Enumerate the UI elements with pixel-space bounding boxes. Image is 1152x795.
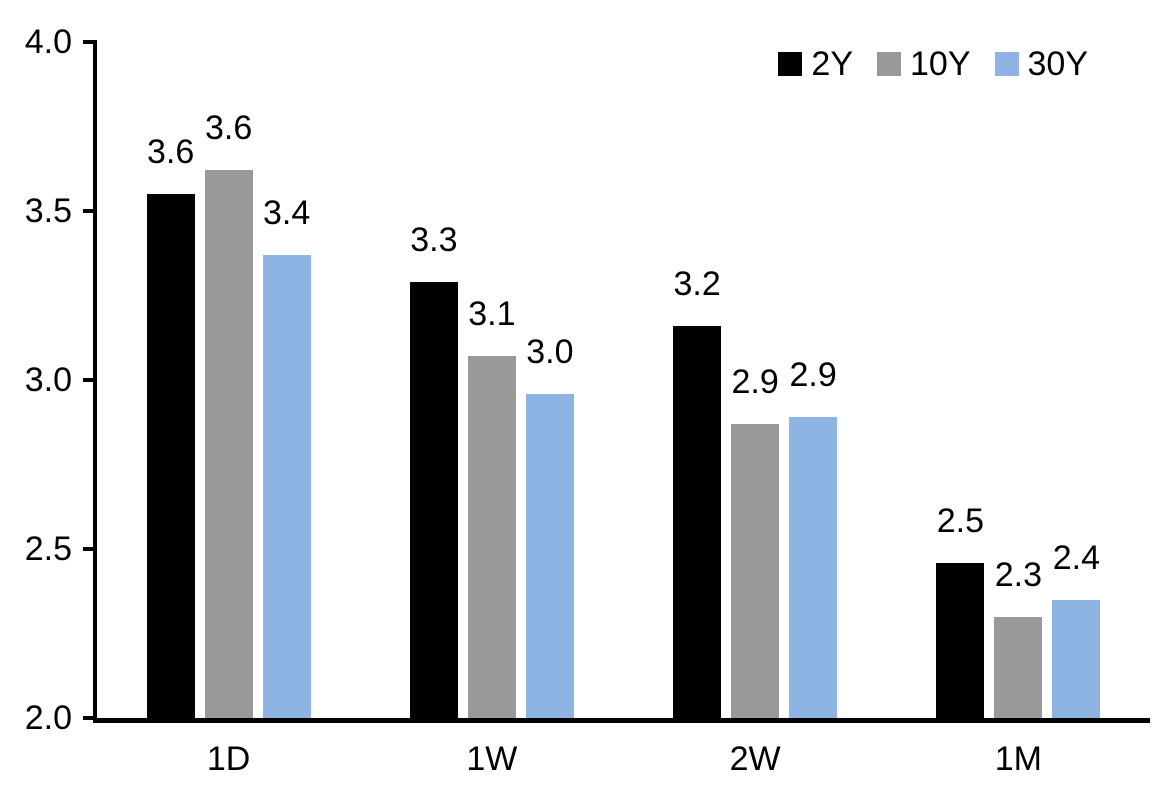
x-tick-label: 1W	[466, 740, 518, 778]
y-axis-tick	[83, 547, 97, 551]
bar-value-label: 2.9	[789, 356, 837, 395]
bar-10y-1m	[994, 616, 1043, 718]
legend-label-30y: 30Y	[1027, 45, 1089, 83]
bar-value-label: 3.0	[526, 332, 574, 371]
legend-item-10y: 10Y	[877, 46, 971, 82]
y-axis-tick	[83, 40, 97, 44]
bar-value-label: 3.6	[146, 133, 195, 172]
y-axis-tick	[83, 716, 97, 720]
y-tick-label: 3.0	[24, 361, 72, 399]
bar-value-label: 3.2	[673, 264, 721, 303]
y-tick-label: 4.0	[24, 23, 72, 61]
x-tick-label: 1D	[206, 740, 251, 778]
bar-value-label: 2.3	[994, 555, 1042, 594]
y-tick-label: 2.5	[24, 530, 72, 568]
bar-30y-1m	[1052, 599, 1101, 718]
bar-30y-1w	[525, 393, 574, 718]
x-tick-label: 2W	[729, 740, 781, 778]
bar-2y-2w	[673, 325, 722, 718]
legend-label-2y: 2Y	[811, 45, 853, 83]
legend-item-2y: 2Y	[778, 46, 853, 82]
bar-2y-1w	[409, 281, 458, 718]
legend-swatch-2y-icon	[778, 52, 803, 76]
bar-10y-2w	[731, 423, 780, 718]
bar-10y-1d	[204, 170, 253, 718]
bar-value-label: 3.6	[204, 109, 253, 148]
y-axis-tick	[83, 378, 97, 382]
bar-2y-1m	[936, 562, 985, 718]
bar-value-label: 2.4	[1052, 538, 1100, 577]
y-tick-label: 3.5	[24, 192, 72, 230]
x-tick-label: 1M	[994, 740, 1042, 778]
legend: 2Y 10Y 30Y	[778, 46, 1088, 82]
bar-30y-2w	[789, 417, 838, 718]
bar-2y-1d	[146, 194, 195, 718]
legend-swatch-30y-icon	[994, 52, 1019, 76]
bar-value-label: 3.1	[468, 295, 516, 334]
bar-30y-1d	[262, 254, 311, 718]
x-axis-line	[93, 718, 1150, 723]
bar-value-label: 3.3	[410, 220, 458, 259]
bar-10y-1w	[467, 356, 516, 718]
bar-value-label: 3.4	[262, 193, 311, 232]
legend-swatch-10y-icon	[877, 52, 901, 76]
y-tick-label: 2.0	[24, 699, 72, 737]
bar-value-label: 2.9	[731, 362, 779, 401]
legend-label-10y: 10Y	[910, 45, 971, 83]
y-axis-tick	[83, 209, 97, 213]
legend-item-30y: 30Y	[994, 45, 1089, 83]
bar-value-label: 2.5	[936, 501, 984, 540]
